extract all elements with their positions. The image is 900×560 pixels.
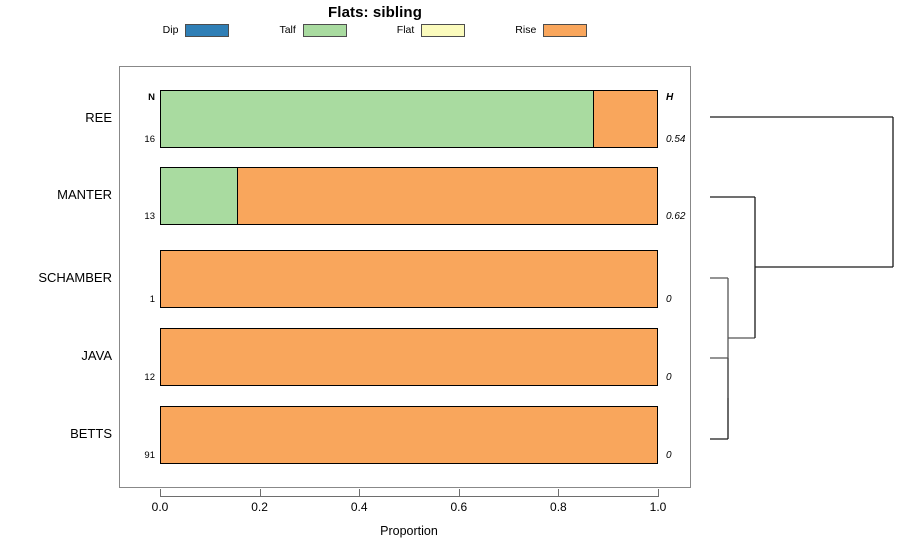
h-value-betts: 0	[666, 450, 672, 461]
category-label-ree: REE	[85, 110, 112, 125]
bar-segment-talf[interactable]	[161, 168, 238, 224]
bar-schamber[interactable]	[160, 250, 658, 308]
bar-segment-talf[interactable]	[161, 91, 593, 147]
legend-entry-rise[interactable]: Rise	[515, 24, 588, 37]
legend-swatch-rise	[543, 24, 588, 37]
x-tick	[259, 489, 261, 497]
x-tick	[160, 489, 161, 497]
bar-segment-rise[interactable]	[237, 168, 657, 224]
x-tick-label: 0.8	[550, 500, 567, 514]
category-label-schamber: SCHAMBER	[38, 270, 112, 285]
page-title: Flats: sibling	[328, 4, 422, 21]
category-label-manter: MANTER	[57, 187, 112, 202]
x-tick-label: 1.0	[649, 500, 667, 514]
bar-manter[interactable]	[160, 167, 658, 225]
category-label-java: JAVA	[81, 348, 112, 363]
n-column-header: N	[148, 92, 155, 103]
legend-label: Flat	[396, 24, 415, 37]
legend-label: Talf	[279, 24, 296, 37]
x-tick-label: 0.4	[350, 500, 368, 514]
bar-ree[interactable]	[160, 90, 658, 148]
x-tick-label: 0.0	[151, 500, 169, 514]
h-value-java: 0	[666, 372, 672, 383]
x-tick	[658, 489, 659, 497]
legend: Dip Talf Flat Rise	[0, 24, 750, 37]
legend-label: Dip	[162, 24, 179, 37]
x-axis-title: Proportion	[380, 524, 438, 538]
x-tick	[458, 489, 460, 497]
bar-betts[interactable]	[160, 406, 658, 464]
legend-swatch-talf	[302, 24, 347, 37]
bar-segment-rise[interactable]	[161, 407, 657, 463]
legend-swatch-dip	[185, 24, 230, 37]
n-value-ree: 16	[144, 134, 155, 145]
n-value-manter: 13	[144, 211, 155, 222]
bar-segment-rise[interactable]	[161, 251, 657, 307]
x-axis-line	[160, 496, 658, 497]
h-value-manter: 0.62	[666, 211, 686, 222]
bar-segment-rise[interactable]	[161, 329, 657, 385]
n-value-betts: 91	[144, 450, 155, 461]
legend-swatch-flat	[421, 24, 466, 37]
bar-java[interactable]	[160, 328, 658, 386]
h-value-schamber: 0	[666, 294, 672, 305]
legend-entry-flat[interactable]: Flat	[397, 24, 466, 37]
category-label-betts: BETTS	[70, 426, 112, 441]
bar-segment-rise[interactable]	[592, 91, 657, 147]
h-value-ree: 0.54	[666, 134, 686, 145]
dendrogram	[710, 116, 894, 440]
x-tick-label: 0.6	[450, 500, 468, 514]
dendrogram-join-schamber-group	[727, 278, 755, 398]
n-value-java: 12	[144, 372, 155, 383]
legend-label: Rise	[515, 24, 537, 37]
x-tick-label: 0.2	[251, 500, 268, 514]
legend-entry-talf[interactable]: Talf	[279, 24, 347, 37]
legend-entry-dip[interactable]: Dip	[163, 24, 230, 37]
x-tick	[359, 489, 361, 497]
x-tick	[558, 489, 560, 497]
n-value-schamber: 1	[149, 294, 155, 305]
h-column-header: H	[666, 92, 674, 103]
